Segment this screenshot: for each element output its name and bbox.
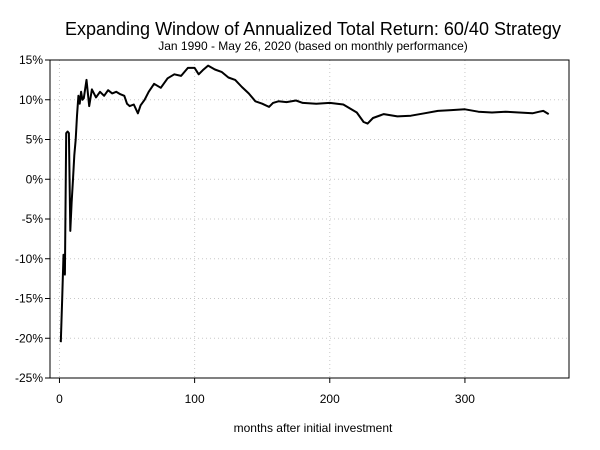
y-tick-label: -15% <box>15 292 43 306</box>
y-tick-label: -5% <box>22 212 44 226</box>
chart-title: Expanding Window of Annualized Total Ret… <box>65 19 561 39</box>
x-axis-label: months after initial investment <box>234 421 393 435</box>
chart-subtitle: Jan 1990 - May 26, 2020 (based on monthl… <box>158 39 468 53</box>
axes: 15% 10% 5% 0% -5% -10% -15% -20% -25% 0 100 200 300 <box>15 53 475 406</box>
x-tick-label: 0 <box>56 392 63 406</box>
x-tick-label: 100 <box>185 392 205 406</box>
x-tick-label: 300 <box>455 392 475 406</box>
line-layer <box>59 64 550 343</box>
y-tick-label: -20% <box>15 331 43 345</box>
x-tick-label: 200 <box>320 392 340 406</box>
plot-frame <box>49 59 570 379</box>
grid <box>50 59 569 379</box>
y-tick-label: 0% <box>26 172 44 186</box>
y-tick-label: -10% <box>15 252 43 266</box>
y-tick-label: 10% <box>19 93 43 107</box>
y-tick-label: 5% <box>26 133 44 147</box>
series-line <box>59 64 550 343</box>
y-tick-label: 15% <box>19 53 43 67</box>
y-tick-label: -25% <box>15 371 43 385</box>
